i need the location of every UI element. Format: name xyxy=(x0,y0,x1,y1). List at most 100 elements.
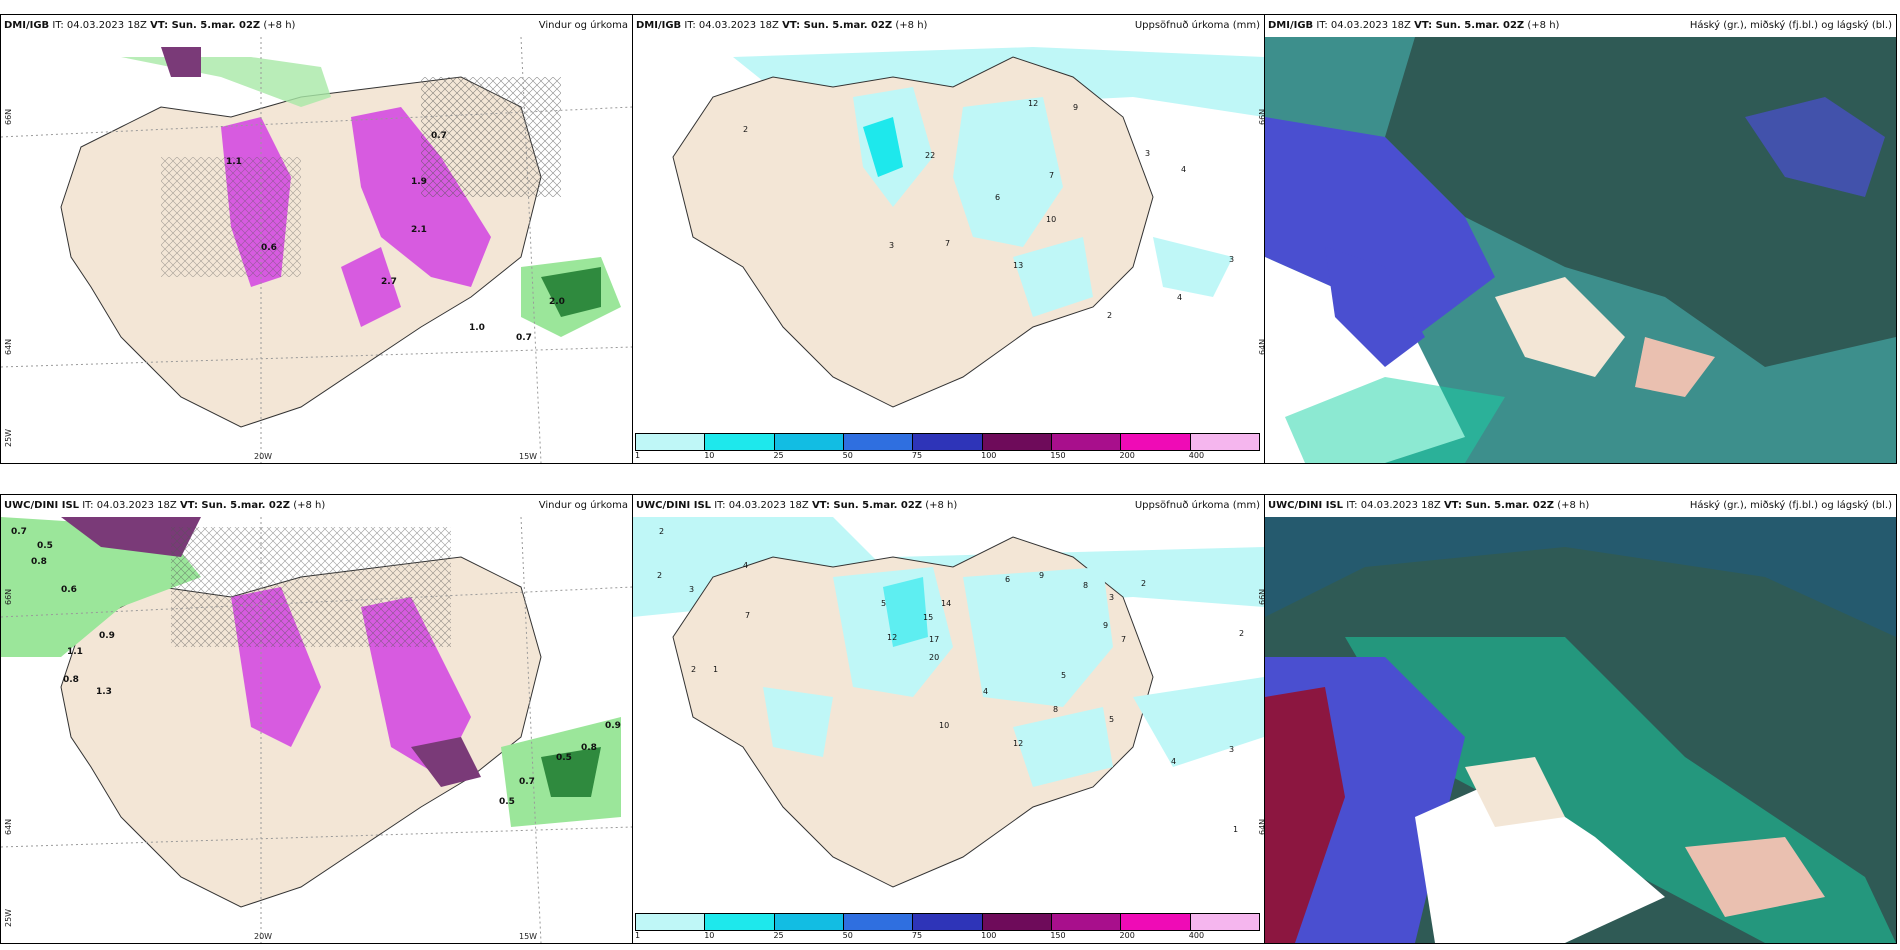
accum-label: 7 xyxy=(745,611,751,620)
colorbar-tick-label: 400 xyxy=(1188,931,1205,940)
colorbar-tick-label: 200 xyxy=(1119,451,1135,460)
accum-label: 4 xyxy=(983,687,989,696)
precip-label: 0.7 xyxy=(519,777,535,787)
accum-label: 9 xyxy=(1103,621,1109,630)
accum-label: 15 xyxy=(923,613,934,622)
colorbar-swatch xyxy=(705,434,775,450)
accum-label: 13 xyxy=(1013,261,1024,270)
lon-label: 15W xyxy=(519,452,538,461)
precip-label: 0.8 xyxy=(581,743,597,753)
accum-label: 6 xyxy=(995,193,1001,202)
precip-label: 0.6 xyxy=(261,243,277,253)
lon-label: 25W xyxy=(4,908,13,927)
colorbar-swatch xyxy=(1190,914,1259,930)
accum-label: 2 xyxy=(1141,579,1147,588)
accum-label: 12 xyxy=(1013,739,1024,748)
lat-label: 64N xyxy=(1258,818,1265,835)
colorbar-swatch xyxy=(1121,434,1191,450)
accum-label: 14 xyxy=(941,599,952,608)
accum-label: 1 xyxy=(1233,825,1239,834)
precip-colorbar xyxy=(635,433,1260,451)
accum-label: 2 xyxy=(743,125,749,134)
precip-label: 0.9 xyxy=(99,631,115,641)
colorbar-tick-label: 100 xyxy=(981,451,997,460)
lat-label: 66N xyxy=(1258,588,1265,605)
accum-label: 17 xyxy=(929,635,940,644)
colorbar-swatch xyxy=(774,914,844,930)
colorbar-swatch xyxy=(982,914,1052,930)
wind-precip-map xyxy=(1,37,632,463)
accum-label: 7 xyxy=(1049,171,1055,180)
precip-label: 0.7 xyxy=(431,131,447,141)
lat-label: 66N xyxy=(1258,108,1265,125)
panel-title: DMI/IGB IT: 04.03.2023 18Z VT: Sun. 5.ma… xyxy=(1,15,632,37)
colorbar-swatch xyxy=(774,434,844,450)
precip-label: 2.0 xyxy=(549,297,565,307)
colorbar-swatch xyxy=(636,914,706,930)
accum-label: 2 xyxy=(657,571,663,580)
panel-title: DMI/IGB IT: 04.03.2023 18Z VT: Sun. 5.ma… xyxy=(1265,15,1896,37)
lat-label: 64N xyxy=(4,338,13,355)
accum-label: 2 xyxy=(1107,311,1113,320)
accum-label: 5 xyxy=(1061,671,1067,680)
colorbar-swatch xyxy=(705,914,775,930)
accum-label: 4 xyxy=(1171,757,1177,766)
accum-label: 20 xyxy=(929,653,940,662)
accum-label: 6 xyxy=(1005,575,1011,584)
accum-label: 2 xyxy=(659,527,665,536)
accum-label: 5 xyxy=(881,599,887,608)
panel-uwc-wind-precip: UWC/DINI ISL IT: 04.03.2023 18Z VT: Sun.… xyxy=(0,494,633,944)
accum-label: 8 xyxy=(1083,581,1089,590)
colorbar-swatch xyxy=(1051,434,1122,450)
precip-label: 2.7 xyxy=(381,277,397,287)
lat-label: 64N xyxy=(4,818,13,835)
cloud-map xyxy=(1265,37,1896,463)
colorbar-tick-label: 25 xyxy=(773,451,784,460)
colorbar-swatch xyxy=(913,914,983,930)
panel-dmi-accum-precip: DMI/IGB IT: 04.03.2023 18Z VT: Sun. 5.ma… xyxy=(632,14,1265,464)
colorbar-swatch xyxy=(1051,914,1122,930)
colorbar-swatch xyxy=(843,914,914,930)
precip-label: 0.5 xyxy=(37,541,53,551)
panel-title: UWC/DINI ISL IT: 04.03.2023 18Z VT: Sun.… xyxy=(1,495,632,517)
colorbar-tick-label: 100 xyxy=(981,931,997,940)
accum-label: 3 xyxy=(1145,149,1151,158)
lon-label: 20W xyxy=(254,452,273,461)
colorbar-swatch xyxy=(1121,914,1191,930)
colorbar-tick-label: 50 xyxy=(842,931,853,940)
accum-label: 3 xyxy=(1229,745,1235,754)
colorbar-swatch xyxy=(982,434,1052,450)
panel-title: DMI/IGB IT: 04.03.2023 18Z VT: Sun. 5.ma… xyxy=(633,15,1264,37)
lon-label: 20W xyxy=(254,932,273,941)
accum-label: 7 xyxy=(1121,635,1127,644)
accum-label: 2 xyxy=(1239,629,1245,638)
accum-label: 12 xyxy=(1028,99,1039,108)
accum-precip-map xyxy=(633,37,1264,463)
colorbar-ticks: 1 10 25 50 75 100 150 200 400 xyxy=(635,931,1258,941)
precip-label: 1.1 xyxy=(226,157,242,167)
colorbar-tick-label: 10 xyxy=(704,931,715,940)
accum-label: 8 xyxy=(1053,705,1059,714)
wind-precip-map xyxy=(1,517,632,943)
accum-label: 1 xyxy=(713,665,719,674)
colorbar-tick-label: 10 xyxy=(704,451,715,460)
cloud-map xyxy=(1265,517,1896,943)
accum-label: 3 xyxy=(1229,255,1235,264)
colorbar-swatch xyxy=(843,434,914,450)
panel-dmi-clouds: DMI/IGB IT: 04.03.2023 18Z VT: Sun. 5.ma… xyxy=(1264,14,1897,464)
panel-title: UWC/DINI ISL IT: 04.03.2023 18Z VT: Sun.… xyxy=(1265,495,1896,517)
colorbar-swatch xyxy=(913,434,983,450)
accum-label: 5 xyxy=(1109,715,1115,724)
colorbar-tick-label: 150 xyxy=(1050,931,1066,940)
precip-label: 0.7 xyxy=(11,527,27,537)
precip-label: 0.5 xyxy=(499,797,515,807)
panel-uwc-clouds: UWC/DINI ISL IT: 04.03.2023 18Z VT: Sun.… xyxy=(1264,494,1897,944)
colorbar-swatch xyxy=(1190,434,1259,450)
colorbar-tick-label: 75 xyxy=(911,451,923,460)
accum-label: 12 xyxy=(887,633,898,642)
precip-label: 2.1 xyxy=(411,225,427,235)
accum-label: 2 xyxy=(691,665,697,674)
colorbar-swatch xyxy=(636,434,706,450)
colorbar-tick-label: 1 xyxy=(635,931,641,940)
colorbar-tick-label: 50 xyxy=(842,451,853,460)
